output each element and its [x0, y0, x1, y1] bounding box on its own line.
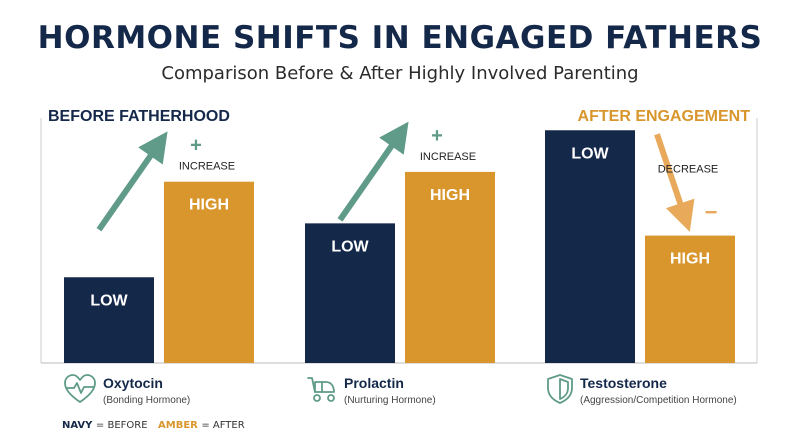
bar-after-testosterone: [645, 235, 735, 363]
bar-before-oxytocin: [64, 277, 154, 363]
chart-subtitle: Comparison Before & After Highly Involve…: [161, 63, 639, 84]
heart-pulse-icon: [64, 374, 96, 403]
change-label-prolactin: INCREASE: [420, 151, 476, 163]
bar-after-prolactin: [405, 171, 495, 363]
category-name-testosterone: Testosterone: [580, 375, 667, 391]
bar-after-oxytocin: [164, 181, 254, 363]
bar-label-before-oxytocin: LOW: [90, 292, 128, 309]
arrow-increase-prolactin: [337, 121, 409, 222]
shield-icon: [547, 374, 573, 404]
bar-label-after-testosterone: HIGH: [670, 251, 710, 268]
category-desc-prolactin: (Nurturing Hormone): [344, 395, 436, 406]
bar-before-testosterone: [545, 130, 635, 363]
arrow-decrease-testosterone: [654, 133, 695, 232]
bar-label-after-prolactin: HIGH: [430, 187, 470, 204]
change-sign-oxytocin: +: [190, 135, 202, 157]
category-desc-testosterone: (Aggression/Competition Hormone): [580, 395, 737, 406]
section-label-after: AFTER ENGAGEMENT: [578, 108, 751, 125]
category-name-prolactin: Prolactin: [344, 375, 404, 391]
stroller-icon: [307, 377, 335, 402]
legend-amber-text: = AFTER: [201, 420, 245, 431]
bar-before-prolactin: [305, 223, 395, 363]
arrow-increase-oxytocin: [96, 131, 168, 232]
category-desc-oxytocin: (Bonding Hormone): [103, 395, 190, 406]
legend-amber-word: AMBER: [158, 420, 198, 431]
change-label-oxytocin: INCREASE: [179, 161, 235, 173]
legend-navy-text: = BEFORE: [95, 420, 148, 431]
section-label-before: BEFORE FATHERHOOD: [48, 108, 230, 125]
bar-label-before-testosterone: LOW: [571, 145, 609, 162]
legend-navy-word: NAVY: [62, 420, 93, 431]
chart-title: HORMONE SHIFTS IN ENGAGED FATHERS: [37, 20, 763, 56]
change-label-testosterone: DECREASE: [658, 163, 719, 175]
legend: NAVY = BEFORE: [62, 420, 148, 431]
change-sign-testosterone: −: [705, 200, 718, 225]
legend-amber: AMBER = AFTER: [158, 420, 245, 431]
change-sign-prolactin: +: [431, 125, 443, 147]
bar-label-before-prolactin: LOW: [331, 238, 369, 255]
bar-label-after-oxytocin: HIGH: [189, 197, 229, 214]
category-name-oxytocin: Oxytocin: [103, 375, 163, 391]
